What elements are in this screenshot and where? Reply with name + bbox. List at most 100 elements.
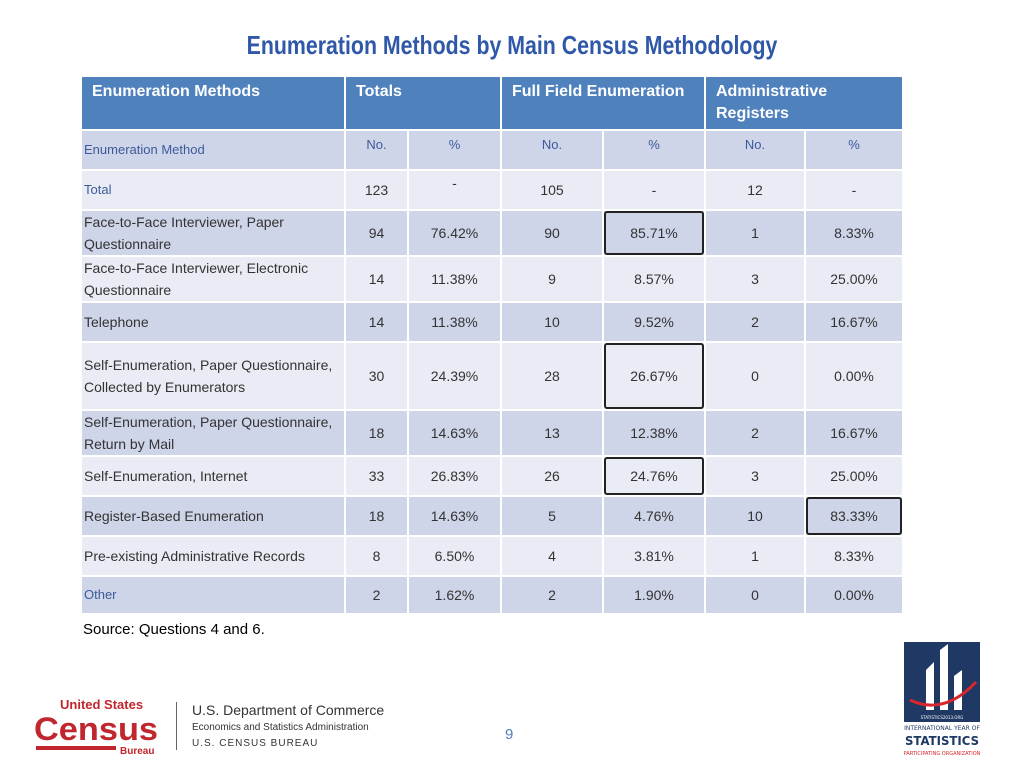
table-cell: 4	[502, 537, 602, 575]
table-cell: 2	[706, 411, 804, 455]
table-cell: 3	[706, 457, 804, 495]
divider	[176, 702, 177, 750]
highlight-box: 26.67%	[604, 343, 704, 409]
table-cell: 10	[502, 303, 602, 341]
table-cell: 12	[706, 171, 804, 209]
table-area: Enumeration Methods Totals Full Field En…	[80, 75, 904, 638]
table-cell: 13	[502, 411, 602, 455]
enumeration-table: Enumeration Methods Totals Full Field En…	[80, 75, 904, 615]
row-label: Other	[82, 577, 344, 613]
table-row: Face-to-Face Interviewer, Paper Question…	[82, 211, 902, 255]
table-cell: 25.00%	[806, 257, 902, 301]
table-cell: 1	[706, 211, 804, 255]
table-cell: 123	[346, 171, 407, 209]
dept-line3: U.S. CENSUS BUREAU	[192, 738, 319, 749]
header-full-field: Full Field Enumeration	[502, 77, 704, 129]
subheader-col: %	[409, 131, 500, 169]
table-cell: 2	[706, 303, 804, 341]
row-label: Self-Enumeration, Paper Questionnaire, C…	[82, 343, 344, 409]
table-row: Face-to-Face Interviewer, Electronic Que…	[82, 257, 902, 301]
highlighted-cell: 24.76%	[604, 457, 704, 495]
subheader-col: %	[604, 131, 704, 169]
table-header-row: Enumeration Methods Totals Full Field En…	[82, 77, 902, 129]
table-cell: 14	[346, 257, 407, 301]
highlight-box: 83.33%	[806, 497, 902, 535]
table-cell: 12.38%	[604, 411, 704, 455]
row-label: Telephone	[82, 303, 344, 341]
dept-line2: Economics and Statistics Administration	[192, 722, 369, 733]
table-row: Self-Enumeration, Internet 33 26.83% 26 24.7…	[82, 457, 902, 495]
svg-text:STATISTICS: STATISTICS	[905, 734, 979, 748]
table-cell: 8.57%	[604, 257, 704, 301]
table-cell: 14	[346, 303, 407, 341]
table-cell: 76.42%	[409, 211, 500, 255]
table-cell: 94	[346, 211, 407, 255]
table-cell: 14.63%	[409, 497, 500, 535]
table-cell: 2	[346, 577, 407, 613]
header-totals: Totals	[346, 77, 500, 129]
table-cell: 11.38%	[409, 257, 500, 301]
table-row: Register-Based Enumeration 18 14.63% 5 4.76%…	[82, 497, 902, 535]
table-cell: 18	[346, 411, 407, 455]
row-label: Pre-existing Administrative Records	[82, 537, 344, 575]
subheader-row: Enumeration Method No. % No. % No. %	[82, 131, 902, 169]
row-label: Self-Enumeration, Paper Questionnaire, R…	[82, 411, 344, 455]
svg-text:INTERNATIONAL YEAR OF: INTERNATIONAL YEAR OF	[904, 725, 980, 732]
svg-text:United States: United States	[60, 697, 143, 712]
table-cell: 9	[502, 257, 602, 301]
header-methods: Enumeration Methods	[82, 77, 344, 129]
svg-text:STATISTICS2013.ORG: STATISTICS2013.ORG	[921, 715, 964, 720]
table-row: Other 2 1.62% 2 1.90% 0 0.00%	[82, 577, 902, 613]
table-cell: 16.67%	[806, 303, 902, 341]
row-label: Register-Based Enumeration	[82, 497, 344, 535]
table-cell: 8.33%	[806, 211, 902, 255]
svg-text:Bureau: Bureau	[120, 746, 154, 756]
table-cell: 1.62%	[409, 577, 500, 613]
table-cell: 0	[706, 343, 804, 409]
table-row: Self-Enumeration, Paper Questionnaire, C…	[82, 343, 902, 409]
table-cell: 5	[502, 497, 602, 535]
table-cell: 105	[502, 171, 602, 209]
table-cell: 26	[502, 457, 602, 495]
highlighted-cell: 26.67%	[604, 343, 704, 409]
table-cell: 24.39%	[409, 343, 500, 409]
slide-title: Enumeration Methods by Main Census Metho…	[246, 30, 778, 60]
table-cell: 33	[346, 457, 407, 495]
table-row: Pre-existing Administrative Records 8 6.50…	[82, 537, 902, 575]
table-cell: -	[806, 171, 902, 209]
table-cell: 90	[502, 211, 602, 255]
table-cell: 28	[502, 343, 602, 409]
highlight-box: 85.71%	[604, 211, 704, 255]
row-label: Face-to-Face Interviewer, Paper Question…	[82, 211, 344, 255]
table-cell: 8	[346, 537, 407, 575]
table-cell: 2	[502, 577, 602, 613]
row-label: Face-to-Face Interviewer, Electronic Que…	[82, 257, 344, 301]
table-cell: 0	[706, 577, 804, 613]
table-cell: -	[409, 171, 500, 209]
table-cell: 16.67%	[806, 411, 902, 455]
highlight-box: 24.76%	[604, 457, 704, 495]
table-cell: 14.63%	[409, 411, 500, 455]
table-cell: 0.00%	[806, 577, 902, 613]
international-year-of-statistics-logo: STATISTICS2013.ORG INTERNATIONAL YEAR OF…	[904, 642, 980, 757]
page-number: 9	[505, 726, 514, 743]
table-cell: -	[604, 171, 704, 209]
table-cell: 11.38%	[409, 303, 500, 341]
highlighted-cell: 83.33%	[806, 497, 902, 535]
census-bureau-logo: United States Census Bureau	[34, 697, 158, 756]
table-cell: 6.50%	[409, 537, 500, 575]
table-cell: 3.81%	[604, 537, 704, 575]
svg-text:Census: Census	[34, 711, 158, 747]
table-cell: 1.90%	[604, 577, 704, 613]
table-cell: 25.00%	[806, 457, 902, 495]
subheader-label: Enumeration Method	[82, 131, 344, 169]
table-cell: 0.00%	[806, 343, 902, 409]
table-row: Total 123-105-12-	[82, 171, 902, 209]
table-cell: 30	[346, 343, 407, 409]
subheader-col: No.	[502, 131, 602, 169]
table-cell: 1	[706, 537, 804, 575]
dept-line1: U.S. Department of Commerce	[192, 702, 385, 718]
table-cell: 8.33%	[806, 537, 902, 575]
row-label: Total	[82, 171, 344, 209]
